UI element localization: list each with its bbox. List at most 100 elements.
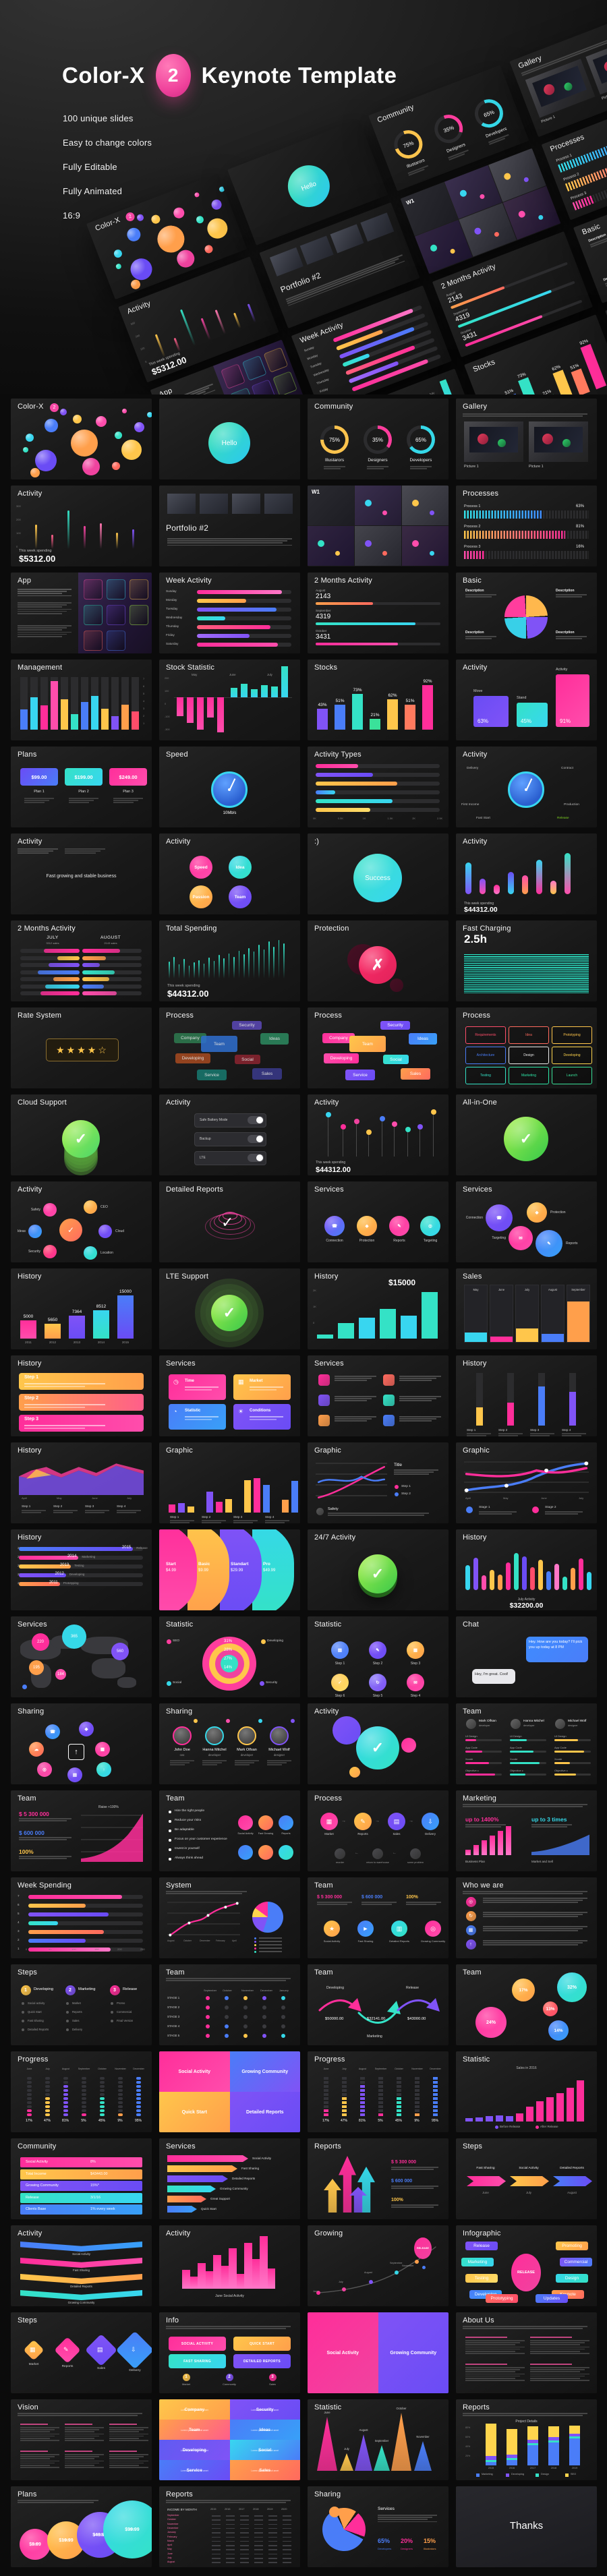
month-value: 3431	[316, 633, 331, 641]
panel-sub: Lorem ipsum dolor sit amet	[251, 2429, 279, 2432]
text-line	[254, 2523, 263, 2525]
slide-29-rate-system: ★★★★☆ Rate System	[11, 1007, 152, 1088]
slide-title: Cloud Support	[18, 1099, 67, 1107]
node-circle: ☎	[324, 1216, 345, 1236]
avatar-ring	[173, 1726, 192, 1745]
map-dot	[22, 1684, 27, 1689]
flow-label: return to warehouse	[366, 1861, 389, 1864]
text-line	[226, 2515, 235, 2517]
text-line	[20, 2456, 55, 2457]
slide-canvas: ★★★★☆	[11, 1007, 152, 1088]
text-line	[240, 2558, 249, 2559]
bar-fill	[197, 616, 225, 620]
text-line	[85, 1510, 109, 1511]
stem	[356, 1121, 357, 1157]
text-line	[185, 1419, 212, 1420]
text-line	[254, 2549, 263, 2550]
sub-dot	[65, 2010, 69, 2014]
text-line	[463, 1893, 583, 1894]
bar-track	[82, 949, 142, 953]
table-row: Release 3/1/16	[20, 2192, 142, 2203]
skill-track	[554, 1739, 591, 1741]
text-line	[212, 2519, 221, 2521]
bullet-text: Reduce your risks	[175, 1819, 202, 1822]
bar-value: 5650	[47, 1318, 58, 1323]
bubble	[209, 198, 223, 211]
axis-label: 2K	[412, 817, 416, 820]
stat-value: $ 600 000	[362, 1895, 383, 1900]
triangle-label: September	[374, 2439, 389, 2442]
bar-track	[28, 1930, 143, 1934]
node-label: Step 2	[372, 1662, 383, 1666]
slide-title: Vision	[18, 2403, 38, 2411]
slide-title: Team	[463, 1707, 482, 1716]
bar-track	[316, 643, 440, 645]
slide-title: Process	[314, 1794, 343, 1803]
corner-label: First Income	[461, 803, 480, 807]
node-text: ☎	[45, 1724, 60, 1739]
col-fill	[490, 1337, 513, 1342]
price-card: $199.00	[65, 768, 103, 786]
row-header: May	[167, 2548, 172, 2551]
flow-arrow: →	[409, 1819, 413, 1823]
amount: $15000	[388, 1278, 416, 1287]
sub-label: Sales	[72, 2019, 80, 2022]
pos-bar	[231, 688, 237, 697]
text-line	[283, 2553, 291, 2555]
chevron	[467, 2176, 506, 2186]
block-label: Move	[473, 689, 483, 693]
skill-track	[554, 1751, 591, 1753]
slide-86-activity: June Social Activity Activity	[159, 2225, 300, 2306]
donut: 35%	[430, 110, 467, 148]
chart-subtitle: Project Details	[515, 2420, 538, 2424]
col-header: January	[279, 1989, 289, 1992]
slide-23-untitled: Success:)	[308, 833, 449, 914]
text-line	[254, 2562, 263, 2563]
share-label: Developers	[378, 2547, 392, 2550]
cell	[415, 2085, 420, 2088]
rating-box: ★★★★☆	[46, 1038, 119, 1061]
icon-label: Growing Community	[420, 1939, 446, 1943]
panel-label: Social	[258, 2447, 272, 2453]
panel: Company Lorem ipsum dolor sit amet	[159, 2399, 230, 2420]
bar	[536, 2101, 544, 2121]
panel-label: Developing	[182, 2447, 206, 2453]
bar-fill	[28, 1939, 86, 1943]
slide-canvas: May June July August September	[456, 1268, 597, 1349]
flow-label: Delivery	[425, 1832, 436, 1836]
grid-cell: Architecture	[465, 1047, 506, 1064]
slide-canvas: Hey. How are you today? I'll pick you up…	[456, 1616, 597, 1697]
circle-label: ✓	[371, 1739, 384, 1756]
stack-seg	[507, 2458, 517, 2460]
badge-label: Raise +100%	[98, 1805, 119, 1809]
text-line	[18, 627, 67, 628]
node-value: ▤	[337, 1648, 343, 1653]
icon-glyph: ▥	[396, 1925, 403, 1932]
slide-10-week-activity: Sunday Monday Tuesday Wednesday Thursday Frid…	[159, 573, 300, 653]
text-line	[212, 2523, 221, 2525]
cell	[324, 2093, 328, 2097]
text-line	[465, 2344, 515, 2345]
col-track: June	[490, 1285, 513, 1343]
legend-swatch	[565, 2473, 569, 2477]
cell	[378, 2109, 383, 2113]
cell	[27, 2077, 32, 2080]
cell	[136, 2089, 141, 2092]
tag-label: Testing	[474, 2276, 489, 2281]
text-line	[167, 1923, 240, 1925]
skill-label: Xcode	[465, 1757, 473, 1761]
slide-canvas: ▦ Market ✎ Reports ▤ Sales ⇩ Delivery	[11, 2312, 152, 2393]
stripe-block	[464, 954, 589, 993]
block-value: 63%	[478, 718, 489, 724]
cell	[118, 2101, 123, 2105]
bubble	[218, 185, 226, 193]
text-line	[254, 2558, 263, 2559]
bar	[117, 1295, 134, 1339]
row-header: August	[167, 2560, 175, 2564]
main-circle: Hello	[281, 159, 336, 214]
list-icon	[383, 1415, 395, 1426]
node-label: Reports	[393, 1239, 405, 1243]
cell	[27, 2089, 32, 2092]
sub-dot	[65, 2001, 69, 2006]
